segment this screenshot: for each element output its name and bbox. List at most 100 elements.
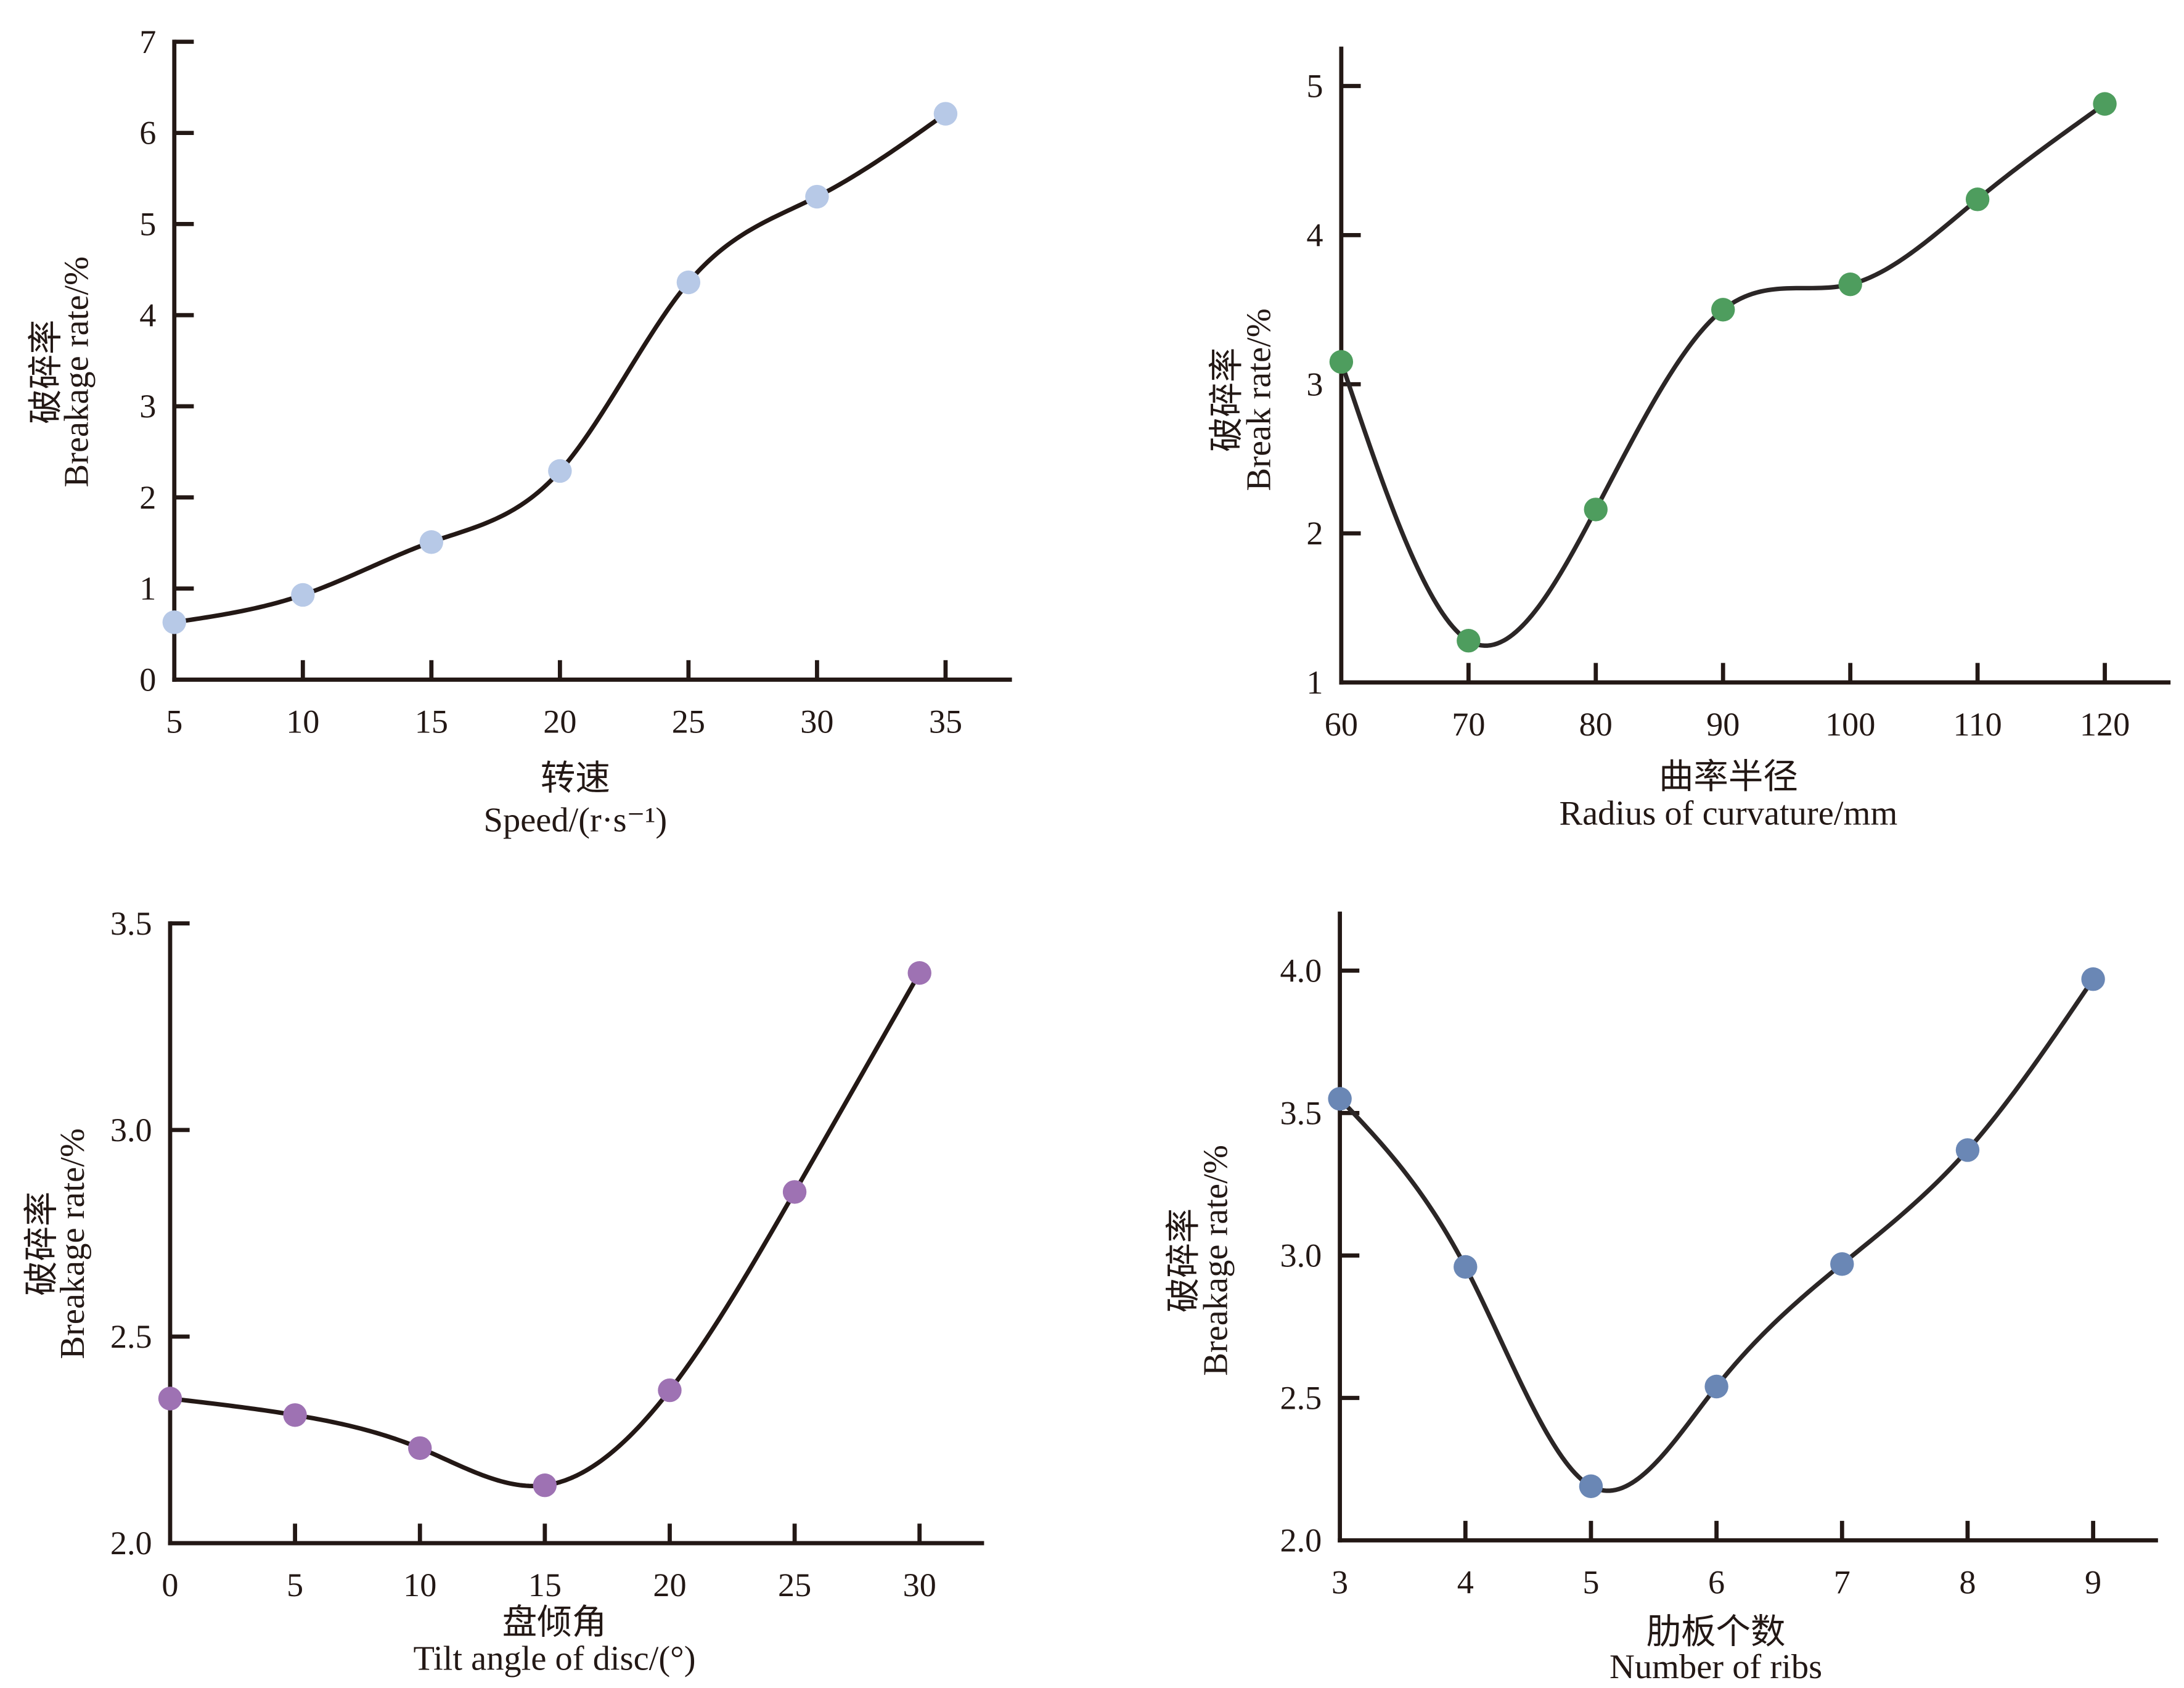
- y-tick-label: 2.0: [110, 1525, 152, 1562]
- x-tick-label: 10: [286, 703, 319, 740]
- x-tick-label: 90: [1706, 706, 1740, 743]
- x-tick-label: 9: [2085, 1563, 2101, 1600]
- y-axis-title-cn: 破碎率: [27, 319, 65, 424]
- x-tick-label: 3: [1331, 1563, 1348, 1600]
- x-tick-label: 60: [1325, 706, 1358, 743]
- x-tick-label: 25: [672, 703, 705, 740]
- x-tick-label: 10: [403, 1567, 436, 1604]
- x-tick-label: 5: [1582, 1563, 1599, 1600]
- y-tick-label: 1: [139, 570, 156, 607]
- x-axis-title: Speed/(r·s⁻¹): [484, 801, 668, 840]
- x-tick-label: 30: [903, 1567, 936, 1604]
- x-tick-label: 120: [2080, 706, 2130, 743]
- x-tick-label: 80: [1579, 706, 1613, 743]
- x-axis-title-cn: 盘倾角: [502, 1604, 607, 1642]
- x-tick-label: 25: [778, 1567, 811, 1604]
- data-point: [2081, 967, 2105, 991]
- data-point: [1965, 187, 1990, 211]
- data-point: [1579, 1474, 1603, 1498]
- data-point: [933, 102, 958, 126]
- data-point: [1830, 1252, 1854, 1276]
- y-tick-label: 4.0: [1280, 952, 1322, 989]
- x-tick-label: 5: [166, 703, 182, 740]
- data-point: [782, 1180, 807, 1204]
- data-point: [907, 961, 931, 985]
- data-point: [805, 184, 829, 209]
- y-axis-title-cn: 破碎率: [1208, 348, 1246, 452]
- x-tick-label: 100: [1825, 706, 1875, 743]
- y-tick-label: 0: [139, 662, 156, 699]
- y-tick-label: 2: [1306, 515, 1323, 552]
- data-point: [658, 1378, 682, 1403]
- x-tick-label: 35: [929, 703, 962, 740]
- y-tick-label: 3: [1306, 366, 1323, 403]
- x-axis-title: Number of ribs: [1609, 1648, 1822, 1686]
- x-tick-label: 110: [1953, 706, 2002, 743]
- data-point: [419, 530, 444, 554]
- data-point: [1711, 298, 1735, 322]
- x-tick-label: 30: [800, 703, 833, 740]
- y-tick-label: 2.5: [110, 1318, 152, 1355]
- y-axis-title: Breakage rate/%: [54, 1128, 92, 1359]
- y-tick-label: 4: [1306, 216, 1323, 253]
- y-axis-title: Break rate/%: [1240, 308, 1278, 491]
- y-axis-title: Breakage rate/%: [1197, 1145, 1235, 1376]
- data-point: [1328, 1087, 1352, 1111]
- y-tick-label: 1: [1306, 664, 1323, 701]
- x-tick-label: 8: [1959, 1563, 1976, 1600]
- y-axis-title-cn: 破碎率: [23, 1192, 61, 1296]
- x-axis-title: Radius of curvature/mm: [1559, 794, 1897, 832]
- data-point: [1584, 498, 1608, 522]
- y-tick-label: 3.0: [110, 1112, 152, 1149]
- x-tick-label: 15: [528, 1567, 562, 1604]
- data-point: [283, 1403, 307, 1427]
- y-tick-label: 6: [139, 115, 156, 152]
- x-axis-title-cn: 曲率半径: [1659, 758, 1798, 797]
- x-axis-title: Tilt angle of disc/(°): [413, 1640, 695, 1678]
- x-tick-label: 4: [1457, 1563, 1474, 1600]
- y-tick-label: 2: [139, 479, 156, 516]
- y-tick-label: 5: [139, 205, 156, 242]
- data-point: [162, 610, 186, 634]
- y-tick-label: 7: [139, 23, 156, 60]
- data-point: [2093, 92, 2117, 116]
- y-tick-label: 2.5: [1280, 1380, 1322, 1417]
- data-point: [1457, 629, 1481, 653]
- data-point: [1454, 1255, 1478, 1279]
- x-tick-label: 6: [1708, 1563, 1725, 1600]
- data-point: [533, 1473, 557, 1497]
- x-tick-label: 20: [653, 1567, 686, 1604]
- y-tick-label: 3: [139, 388, 156, 425]
- x-axis-title-cn: 转速: [541, 760, 610, 798]
- y-tick-label: 5: [1306, 68, 1323, 105]
- data-point: [1838, 272, 1862, 297]
- data-point: [1704, 1374, 1728, 1399]
- y-axis-title: Breakage rate/%: [58, 256, 96, 488]
- y-tick-label: 3.5: [110, 905, 152, 942]
- data-point: [548, 459, 572, 483]
- x-tick-label: 5: [287, 1567, 303, 1604]
- y-tick-label: 3.5: [1280, 1094, 1322, 1131]
- y-tick-label: 3.0: [1280, 1237, 1322, 1274]
- data-point: [291, 583, 315, 607]
- x-tick-label: 7: [1834, 1563, 1851, 1600]
- data-point: [1329, 350, 1354, 374]
- x-axis-title-cn: 肋板个数: [1646, 1613, 1786, 1652]
- x-tick-label: 15: [415, 703, 448, 740]
- x-tick-label: 0: [162, 1567, 178, 1604]
- y-tick-label: 4: [139, 297, 156, 334]
- x-tick-label: 70: [1452, 706, 1485, 743]
- data-point: [408, 1436, 432, 1461]
- x-tick-label: 20: [543, 703, 576, 740]
- y-axis-title-cn: 破碎率: [1165, 1208, 1203, 1313]
- data-point: [1955, 1138, 1980, 1162]
- data-point: [676, 270, 701, 295]
- data-point: [158, 1387, 182, 1411]
- y-tick-label: 2.0: [1280, 1522, 1322, 1559]
